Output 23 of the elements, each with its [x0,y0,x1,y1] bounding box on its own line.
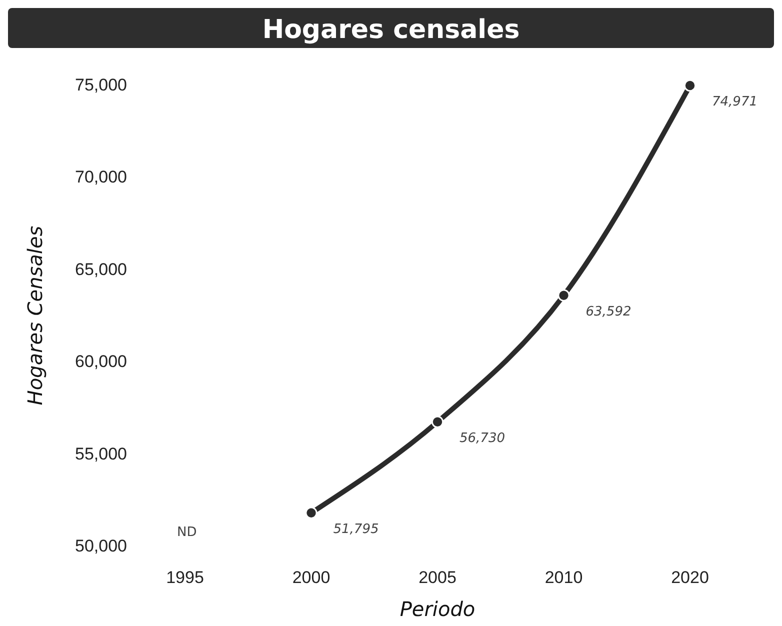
y-tick-label: 75,000 [75,75,127,94]
y-axis-title: Hogares Censales [23,226,47,406]
x-tick-label: 2000 [292,568,330,588]
text: 63,592 [586,304,632,320]
chart-title: Hogares censales [262,15,520,45]
x-tick-label: 2020 [671,568,709,588]
text: ND [177,525,197,540]
x-axis-title: Periodo [400,597,476,621]
y-tick-label: 65,000 [75,260,127,279]
text: 51,795 [333,522,379,537]
x-tick-label: 2010 [544,568,583,588]
y-tick-label: 50,000 [75,536,127,556]
y-tick-label: 70,000 [75,168,127,187]
x-tick-label: 2005 [418,568,456,588]
text: 74,971 [712,94,758,110]
point [684,79,696,92]
y-tick-label: 55,000 [75,444,127,464]
point [431,416,444,428]
point [305,506,318,519]
point [558,289,570,302]
text: 56,730 [460,430,505,446]
y-tick-label: 60,000 [75,352,127,372]
x-tick-label: 1995 [166,568,204,588]
